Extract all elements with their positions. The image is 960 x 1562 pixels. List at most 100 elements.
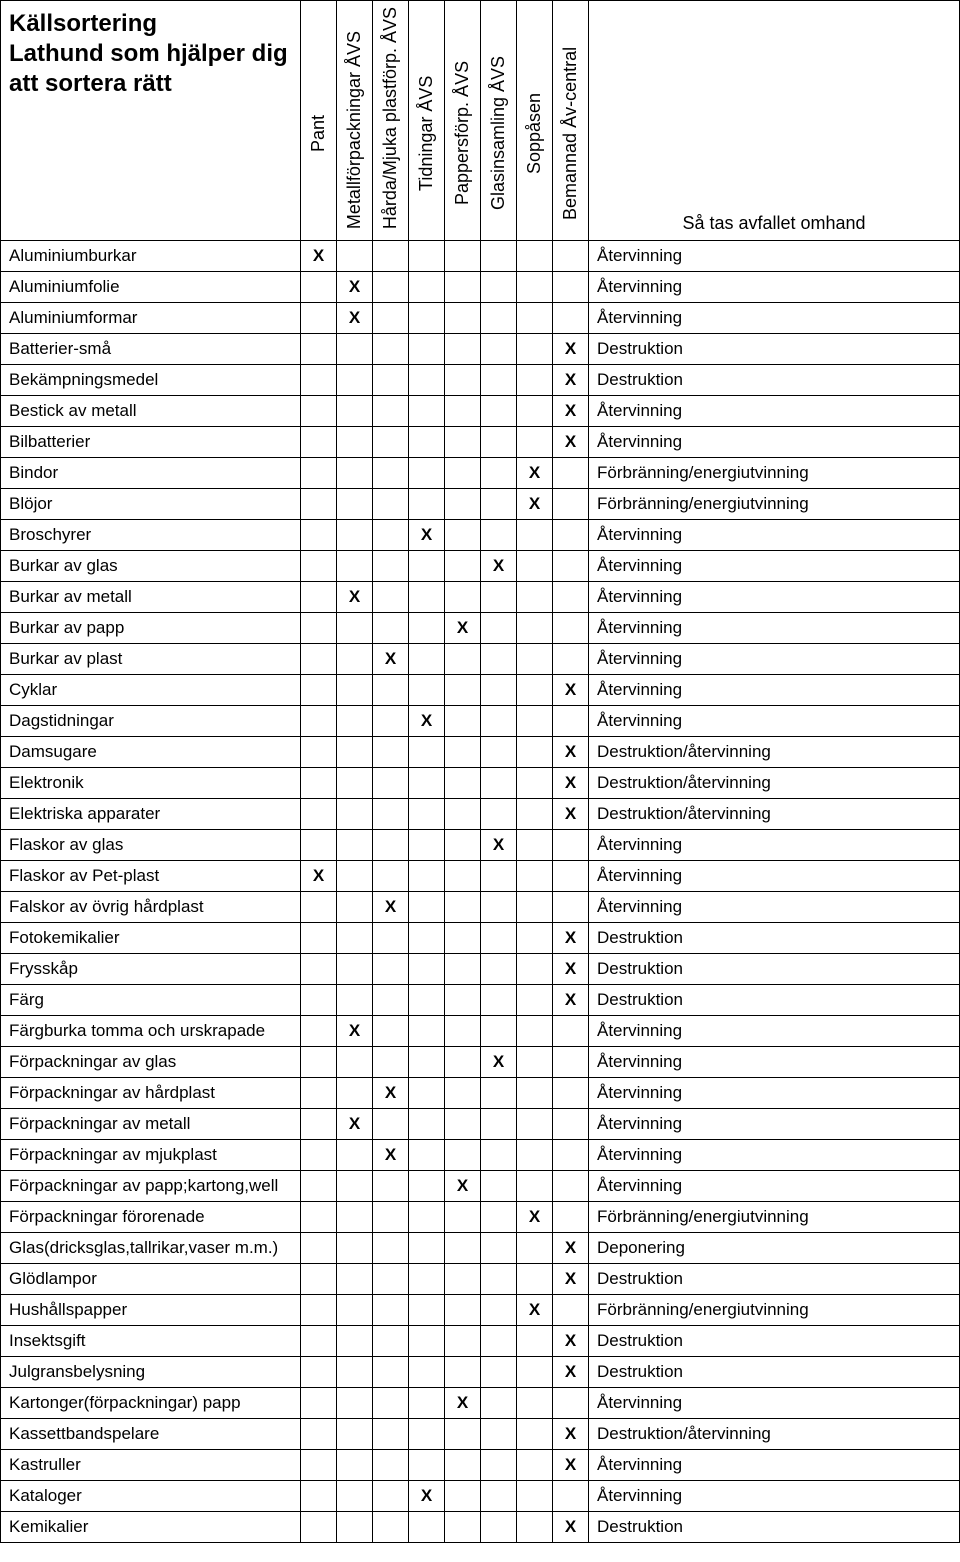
- outcome: Destruktion: [589, 1357, 960, 1388]
- item-name: Batterier-små: [1, 334, 301, 365]
- table-row: Falskor av övrig hårdplastXÅtervinning: [1, 892, 960, 923]
- mark-cell: [409, 861, 445, 892]
- item-name: Burkar av papp: [1, 613, 301, 644]
- outcome: Förbränning/energiutvinning: [589, 458, 960, 489]
- table-row: AluminiumfolieXÅtervinning: [1, 272, 960, 303]
- item-name: Flaskor av Pet-plast: [1, 861, 301, 892]
- mark-cell: [373, 334, 409, 365]
- mark-cell: [337, 1047, 373, 1078]
- mark-cell: [445, 334, 481, 365]
- mark-cell: X: [445, 1388, 481, 1419]
- mark-cell: [517, 1171, 553, 1202]
- mark-cell: X: [553, 768, 589, 799]
- outcome: Återvinning: [589, 1078, 960, 1109]
- mark-cell: X: [553, 396, 589, 427]
- table-row: BindorXFörbränning/energiutvinning: [1, 458, 960, 489]
- outcome-header: Så tas avfallet omhand: [589, 1, 960, 241]
- mark-cell: [337, 613, 373, 644]
- mark-cell: [481, 1078, 517, 1109]
- title-line-3: att sortera rätt: [9, 70, 172, 97]
- item-name: Burkar av glas: [1, 551, 301, 582]
- item-name: Damsugare: [1, 737, 301, 768]
- mark-cell: [337, 520, 373, 551]
- table-row: Förpackningar förorenadeXFörbränning/ene…: [1, 1202, 960, 1233]
- mark-cell: [301, 706, 337, 737]
- mark-cell: [301, 737, 337, 768]
- mark-cell: [337, 1512, 373, 1543]
- mark-cell: X: [301, 861, 337, 892]
- mark-cell: [481, 458, 517, 489]
- item-name: Burkar av plast: [1, 644, 301, 675]
- mark-cell: [301, 1481, 337, 1512]
- mark-cell: [445, 365, 481, 396]
- mark-cell: X: [337, 582, 373, 613]
- mark-cell: [373, 396, 409, 427]
- mark-cell: [481, 768, 517, 799]
- outcome: Destruktion: [589, 985, 960, 1016]
- mark-cell: X: [517, 489, 553, 520]
- mark-cell: [301, 272, 337, 303]
- item-name: Färgburka tomma och urskrapade: [1, 1016, 301, 1047]
- mark-cell: [481, 1109, 517, 1140]
- outcome: Återvinning: [589, 644, 960, 675]
- mark-cell: [445, 1233, 481, 1264]
- mark-cell: X: [409, 520, 445, 551]
- mark-cell: [373, 272, 409, 303]
- mark-cell: [553, 1078, 589, 1109]
- outcome: Återvinning: [589, 1450, 960, 1481]
- mark-cell: X: [553, 365, 589, 396]
- mark-cell: [337, 1264, 373, 1295]
- mark-cell: [337, 241, 373, 272]
- outcome: Destruktion: [589, 1264, 960, 1295]
- outcome: Återvinning: [589, 1481, 960, 1512]
- mark-cell: [409, 272, 445, 303]
- mark-cell: [301, 1450, 337, 1481]
- outcome: Förbränning/energiutvinning: [589, 489, 960, 520]
- table-row: Elektriska apparaterXDestruktion/återvin…: [1, 799, 960, 830]
- mark-cell: [445, 582, 481, 613]
- mark-cell: [517, 272, 553, 303]
- mark-cell: [481, 396, 517, 427]
- mark-cell: [481, 489, 517, 520]
- mark-cell: [301, 1419, 337, 1450]
- mark-cell: [445, 458, 481, 489]
- mark-cell: [337, 675, 373, 706]
- col-header-papper: Pappersförp. ÅVS: [445, 1, 481, 241]
- mark-cell: [301, 613, 337, 644]
- mark-cell: [337, 923, 373, 954]
- mark-cell: [337, 551, 373, 582]
- mark-cell: [481, 1171, 517, 1202]
- mark-cell: [409, 1512, 445, 1543]
- col-header-tidningar: Tidningar ÅVS: [409, 1, 445, 241]
- outcome: Återvinning: [589, 520, 960, 551]
- mark-cell: [553, 1047, 589, 1078]
- mark-cell: [373, 1233, 409, 1264]
- table-row: Flaskor av glasXÅtervinning: [1, 830, 960, 861]
- mark-cell: [373, 427, 409, 458]
- mark-cell: [337, 768, 373, 799]
- mark-cell: [481, 1357, 517, 1388]
- mark-cell: [481, 1140, 517, 1171]
- mark-cell: [337, 1357, 373, 1388]
- mark-cell: [373, 706, 409, 737]
- mark-cell: [301, 1016, 337, 1047]
- mark-cell: [481, 675, 517, 706]
- mark-cell: [517, 675, 553, 706]
- mark-cell: [481, 1295, 517, 1326]
- mark-cell: [553, 272, 589, 303]
- item-name: Fotokemikalier: [1, 923, 301, 954]
- mark-cell: [445, 954, 481, 985]
- table-body: AluminiumburkarXÅtervinningAluminiumfoli…: [1, 241, 960, 1543]
- mark-cell: [337, 1481, 373, 1512]
- item-name: Kastruller: [1, 1450, 301, 1481]
- mark-cell: [409, 303, 445, 334]
- mark-cell: [481, 985, 517, 1016]
- mark-cell: [445, 520, 481, 551]
- outcome: Återvinning: [589, 1171, 960, 1202]
- mark-cell: [445, 737, 481, 768]
- outcome: Deponering: [589, 1233, 960, 1264]
- table-row: BlöjorXFörbränning/energiutvinning: [1, 489, 960, 520]
- mark-cell: [373, 1450, 409, 1481]
- item-name: Bestick av metall: [1, 396, 301, 427]
- mark-cell: [301, 458, 337, 489]
